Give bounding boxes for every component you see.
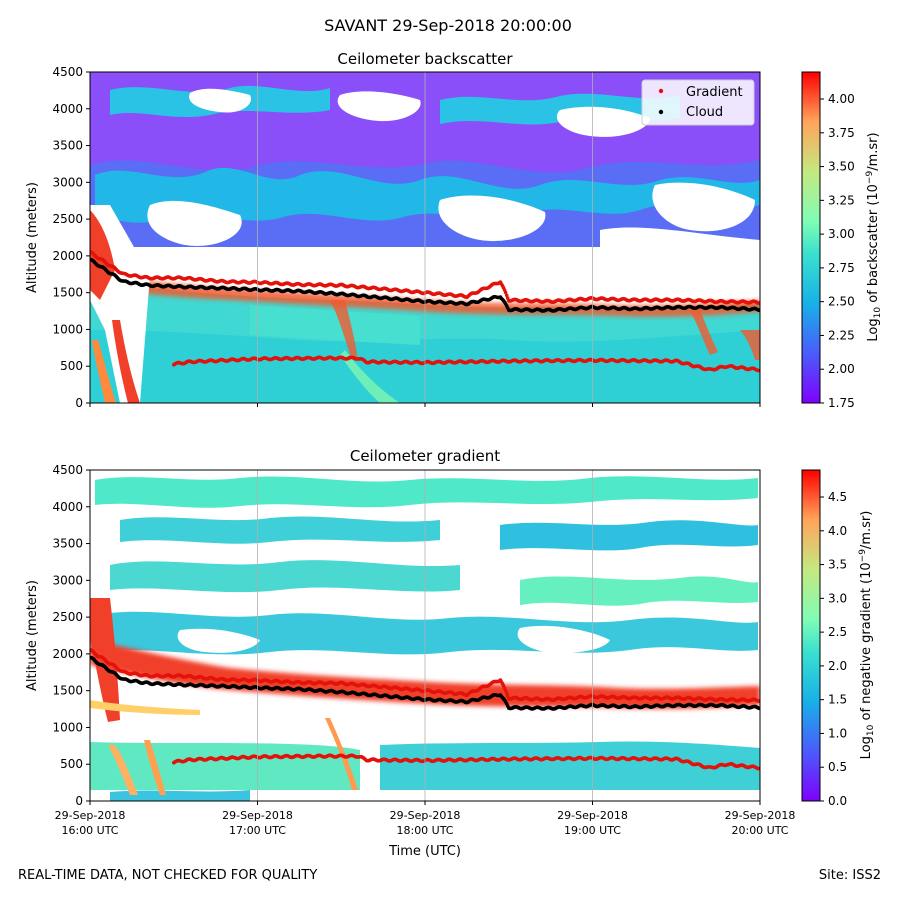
y-tick-label: 2500 <box>52 610 83 624</box>
series-point <box>504 691 509 696</box>
colorbar-tick-label: 2.50 <box>828 295 855 309</box>
panel-1-ylabel: Altitude (meters) <box>25 580 40 691</box>
series-point <box>757 368 760 373</box>
colorbar-tick-label: 2.00 <box>828 362 855 376</box>
series-point <box>503 688 508 693</box>
legend-gradient-label: Gradient <box>686 85 743 100</box>
series-point <box>757 699 760 703</box>
colorbar-tick-label: 2.5 <box>828 625 847 639</box>
y-tick-label: 4500 <box>52 463 83 477</box>
y-tick-label: 1500 <box>52 684 83 698</box>
series-cloud <box>90 257 760 313</box>
panel-0-ylabel: Altitude (meters) <box>25 182 40 293</box>
series-point <box>757 308 760 313</box>
colorbar-tick-label: 3.5 <box>828 558 847 572</box>
gradient-xlabel: Time (UTC) <box>388 844 461 859</box>
y-tick-label: 2000 <box>52 249 83 263</box>
figure-suptitle: SAVANT 29-Sep-2018 20:00:00 <box>324 16 572 35</box>
backscatter-colorbar-label: Log10 of backscatter (10−9/m.sr) <box>865 132 883 341</box>
gradient-panel: Ceilometer gradient Altitu <box>25 447 876 859</box>
series-gradient <box>90 648 760 703</box>
gradient-title: Ceilometer gradient <box>350 447 500 465</box>
colorbar-tick-label: 2.25 <box>828 328 855 342</box>
y-tick-label: 0 <box>75 794 83 808</box>
colorbar-tick-label: 2.0 <box>828 659 847 673</box>
y-tick-label: 2500 <box>52 212 83 226</box>
series-point <box>503 290 508 295</box>
y-tick-label: 4500 <box>52 65 83 79</box>
backscatter-colorbar: 1.75 2.00 2.25 2.50 2.75 3.00 3.25 3.50 3.75 4.00… <box>801 71 883 410</box>
y-tick-label: 4000 <box>52 500 83 514</box>
series-point <box>757 706 760 711</box>
y-tick-label: 0 <box>75 396 83 410</box>
x-tick-label-time: 19:00 UTC <box>564 824 621 837</box>
series-point <box>505 694 510 698</box>
legend-cloud-marker <box>658 109 664 115</box>
series-point <box>757 301 760 305</box>
y-tick-label: 1000 <box>52 720 83 734</box>
x-tick-label-time: 17:00 UTC <box>229 824 286 837</box>
gradient-colorbar: 0.0 0.5 1.0 1.5 2.0 2.5 3.0 3.5 4.0 4.5 Log10 of … <box>801 469 876 808</box>
y-tick-label: 2000 <box>52 647 83 661</box>
colorbar-tick-label: 0.0 <box>828 794 847 808</box>
colorbar-tick-label: 1.5 <box>828 693 847 707</box>
y-tick-label: 3500 <box>52 139 83 153</box>
colorbar-tick-label: 4.00 <box>828 92 855 106</box>
y-tick-label: 1000 <box>52 322 83 336</box>
series-gradient <box>90 250 760 305</box>
x-tick-label-date: 29-Sep-2018 <box>390 809 461 822</box>
colorbar-tick-label: 2.75 <box>828 261 855 275</box>
series-point <box>504 293 509 298</box>
gradient-colorbar-label: Log10 of negative gradient (10−9/m.sr) <box>858 511 876 760</box>
colorbar-tick-label: 1.75 <box>828 396 855 410</box>
colorbar-tick-label: 4.5 <box>828 490 847 504</box>
legend-gradient-marker <box>658 88 664 94</box>
y-tick-label: 3000 <box>52 175 83 189</box>
colorbar-tick-label: 1.0 <box>828 726 847 740</box>
colorbar-tick-label: 3.00 <box>828 227 855 241</box>
x-tick-label-date: 29-Sep-2018 <box>55 809 126 822</box>
y-tick-label: 1500 <box>52 286 83 300</box>
backscatter-panel: Ceilometer backscatter <box>25 50 883 410</box>
x-tick-label-time: 18:00 UTC <box>396 824 453 837</box>
colorbar-tick-label: 3.50 <box>828 160 855 174</box>
colorbar-tick-label: 4.0 <box>828 524 847 538</box>
y-tick-label: 500 <box>60 359 83 373</box>
colorbar-tick-label: 3.0 <box>828 591 847 605</box>
site-label: Site: ISS2 <box>818 868 881 883</box>
colorbar-tick-label: 3.25 <box>828 193 855 207</box>
x-tick-label-date: 29-Sep-2018 <box>557 809 628 822</box>
colorbar-tick-label: 3.75 <box>828 126 855 140</box>
series-point <box>505 296 510 300</box>
series-cloud <box>90 655 760 711</box>
quality-disclaimer: REAL-TIME DATA, NOT CHECKED FOR QUALITY <box>18 868 318 883</box>
y-tick-label: 4000 <box>52 102 83 116</box>
x-tick-label-date: 29-Sep-2018 <box>222 809 293 822</box>
x-tick-label-date: 29-Sep-2018 <box>725 809 796 822</box>
y-tick-label: 500 <box>60 757 83 771</box>
y-tick-label: 3500 <box>52 537 83 551</box>
series-gradient-lower-layer- <box>172 355 760 373</box>
legend-cloud-label: Cloud <box>686 105 723 120</box>
series-gradient-lower-layer- <box>172 753 760 771</box>
y-tick-label: 3000 <box>52 573 83 587</box>
x-tick-label-time: 16:00 UTC <box>61 824 118 837</box>
series-point <box>757 766 760 771</box>
backscatter-title: Ceilometer backscatter <box>337 50 513 68</box>
colorbar-tick-label: 0.5 <box>828 760 847 774</box>
x-tick-label-time: 20:00 UTC <box>731 824 788 837</box>
backscatter-legend: Gradient Cloud <box>641 79 755 126</box>
